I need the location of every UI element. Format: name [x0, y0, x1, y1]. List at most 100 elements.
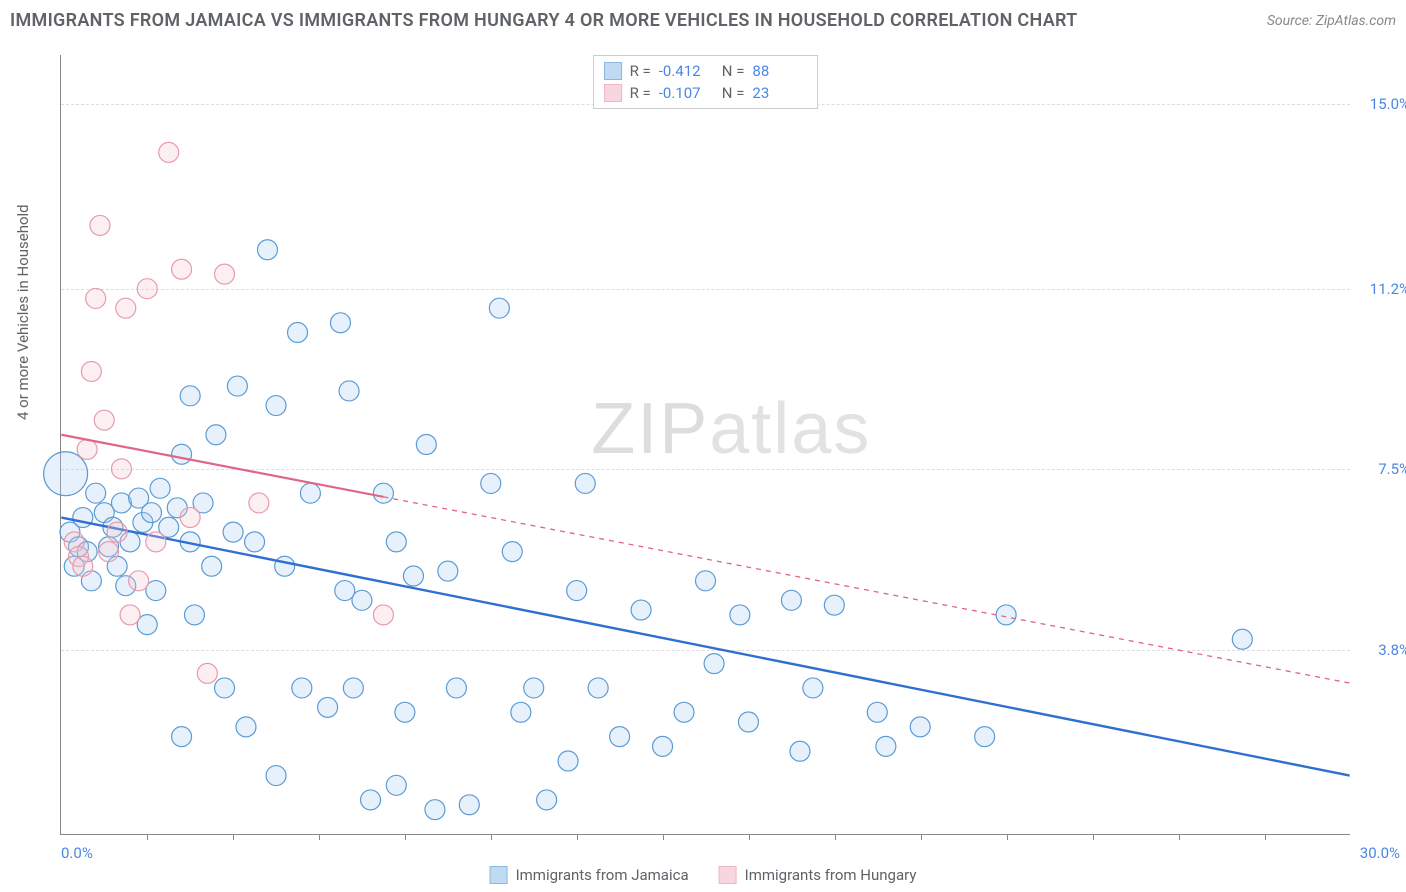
- x-tick-mark: [1007, 834, 1008, 840]
- data-point: [245, 532, 265, 552]
- data-point: [300, 483, 320, 503]
- data-point: [489, 298, 509, 318]
- data-point: [197, 663, 217, 683]
- data-point: [116, 298, 136, 318]
- data-point: [738, 712, 758, 732]
- source-label: Source: ZipAtlas.com: [1267, 13, 1396, 29]
- legend-swatch: [719, 866, 737, 884]
- stat-n-value: 23: [752, 84, 807, 102]
- data-point: [227, 376, 247, 396]
- x-tick-mark: [835, 834, 836, 840]
- data-point: [790, 741, 810, 761]
- data-point: [159, 142, 179, 162]
- data-point: [459, 795, 479, 815]
- series-legend: Immigrants from Jamaica Immigrants from …: [490, 866, 917, 884]
- x-tick-mark: [577, 834, 578, 840]
- data-point: [81, 361, 101, 381]
- data-point: [339, 381, 359, 401]
- stats-legend-row: R = -0.412 N = 88: [604, 60, 808, 82]
- data-point: [236, 717, 256, 737]
- data-point: [395, 702, 415, 722]
- data-point: [120, 605, 140, 625]
- data-point: [696, 571, 716, 591]
- data-point: [90, 215, 110, 235]
- data-point: [137, 279, 157, 299]
- x-tick-mark: [233, 834, 234, 840]
- data-point: [803, 678, 823, 698]
- data-point: [266, 396, 286, 416]
- data-point: [275, 556, 295, 576]
- legend-swatch: [604, 62, 622, 80]
- data-point: [537, 790, 557, 810]
- data-point: [94, 410, 114, 430]
- x-tick-mark: [921, 834, 922, 840]
- x-tick-mark: [749, 834, 750, 840]
- regression-line: [61, 435, 383, 497]
- data-point: [172, 259, 192, 279]
- data-point: [653, 736, 673, 756]
- data-point: [438, 561, 458, 581]
- data-point: [129, 571, 149, 591]
- series-legend-item: Immigrants from Jamaica: [490, 866, 689, 884]
- data-point: [44, 452, 88, 496]
- data-point: [343, 678, 363, 698]
- data-point: [86, 483, 106, 503]
- data-point: [876, 736, 896, 756]
- data-point: [996, 605, 1016, 625]
- data-point: [266, 766, 286, 786]
- data-point: [180, 508, 200, 528]
- data-point: [73, 556, 93, 576]
- chart-title: IMMIGRANTS FROM JAMAICA VS IMMIGRANTS FR…: [10, 10, 1078, 31]
- data-point: [107, 522, 127, 542]
- data-point: [249, 493, 269, 513]
- series-legend-item: Immigrants from Hungary: [719, 866, 917, 884]
- stat-n-label: N =: [722, 62, 745, 80]
- data-point: [867, 702, 887, 722]
- stat-r-label: R =: [630, 62, 651, 80]
- data-point: [288, 323, 308, 343]
- data-point: [142, 503, 162, 523]
- data-point: [781, 590, 801, 610]
- data-point: [446, 678, 466, 698]
- data-point: [425, 800, 445, 820]
- x-tick-mark: [1265, 834, 1266, 840]
- data-point: [318, 697, 338, 717]
- x-tick-mark: [405, 834, 406, 840]
- data-point: [567, 581, 587, 601]
- x-tick-mark: [663, 834, 664, 840]
- x-tick-mark: [1093, 834, 1094, 840]
- x-axis-tick-max: 30.0%: [1360, 844, 1400, 862]
- data-point: [361, 790, 381, 810]
- stats-legend: R = -0.412 N = 88 R = -0.107 N = 23: [593, 55, 819, 109]
- data-point: [373, 605, 393, 625]
- data-point: [172, 444, 192, 464]
- data-point: [150, 478, 170, 498]
- data-point: [588, 678, 608, 698]
- data-point: [502, 542, 522, 562]
- data-point: [524, 678, 544, 698]
- y-axis-tick: 11.2%: [1355, 280, 1406, 298]
- data-point: [511, 702, 531, 722]
- data-point: [481, 473, 501, 493]
- data-point: [631, 600, 651, 620]
- data-point: [223, 522, 243, 542]
- stat-n-value: 88: [752, 62, 807, 80]
- data-point: [975, 727, 995, 747]
- data-point: [111, 459, 131, 479]
- data-point: [704, 654, 724, 674]
- data-point: [99, 542, 119, 562]
- regression-line-extrapolated: [383, 497, 1349, 683]
- data-point: [910, 717, 930, 737]
- data-point: [206, 425, 226, 445]
- chart-header: IMMIGRANTS FROM JAMAICA VS IMMIGRANTS FR…: [10, 10, 1396, 31]
- series-name: Immigrants from Jamaica: [516, 866, 689, 884]
- stat-r-label: R =: [630, 84, 651, 102]
- data-point: [77, 439, 97, 459]
- x-axis-tick-min: 0.0%: [61, 844, 93, 862]
- y-axis-tick: 15.0%: [1355, 95, 1406, 113]
- stats-legend-row: R = -0.107 N = 23: [604, 82, 808, 104]
- data-point: [824, 595, 844, 615]
- x-tick-mark: [319, 834, 320, 840]
- stat-r-value: -0.107: [659, 84, 714, 102]
- data-point: [146, 532, 166, 552]
